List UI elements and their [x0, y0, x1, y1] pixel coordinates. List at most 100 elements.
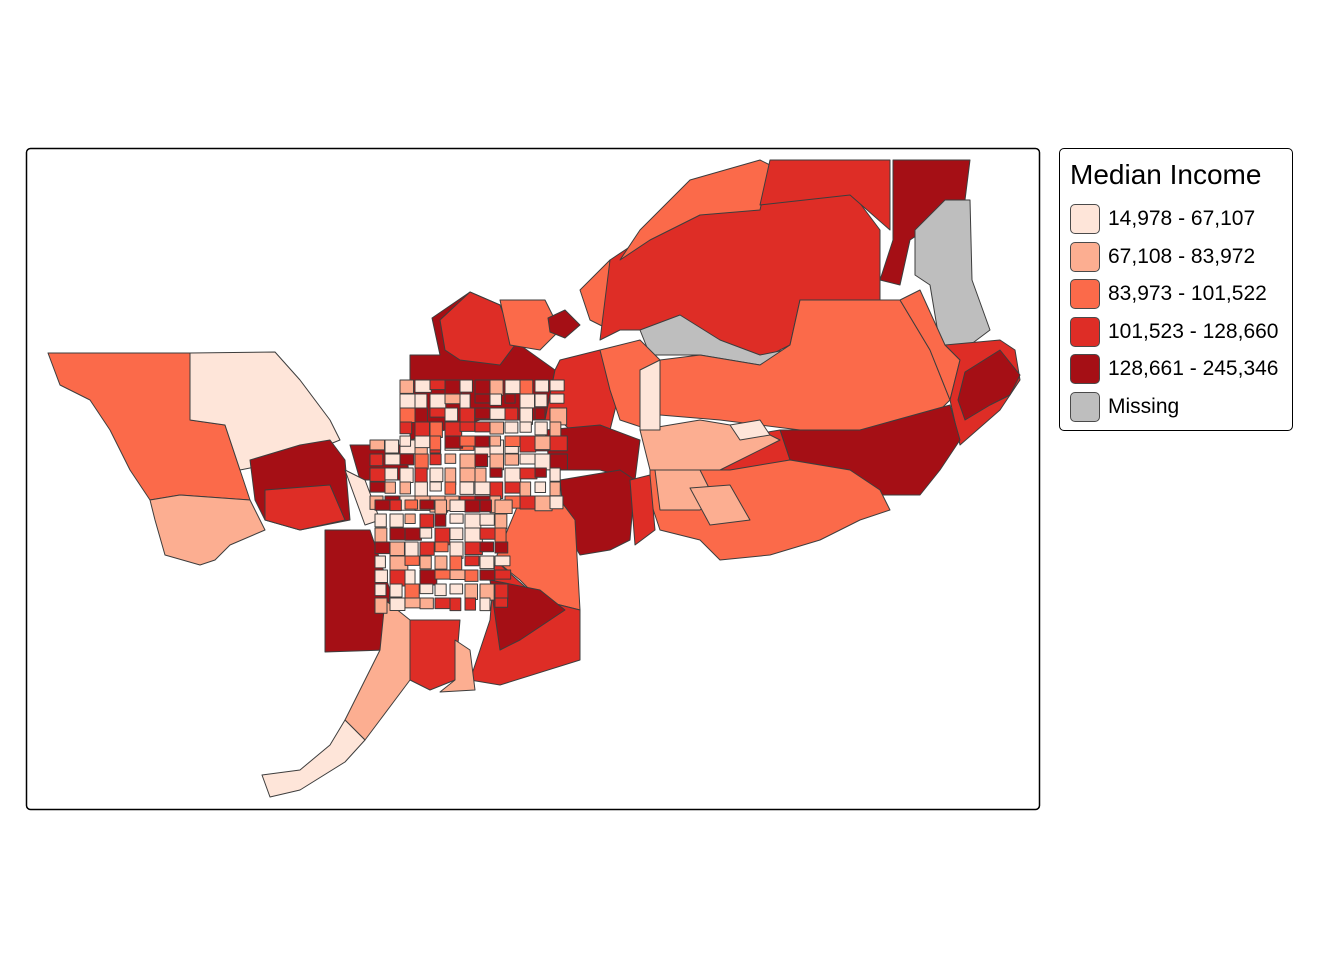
tract-polygon	[409, 619, 461, 691]
tract-polygon	[449, 513, 464, 524]
tract-polygon	[494, 513, 508, 530]
tract-polygon	[549, 393, 565, 404]
tract-polygon	[399, 435, 412, 447]
tract-polygon	[399, 467, 414, 483]
tract-polygon	[374, 513, 387, 528]
tract-polygon	[404, 527, 422, 541]
tract-polygon	[759, 159, 891, 231]
tract-polygon	[389, 499, 402, 512]
legend-item: Missing	[1070, 390, 1179, 424]
tract-polygon	[464, 555, 480, 567]
tract-polygon	[419, 569, 438, 586]
tract-polygon	[547, 309, 581, 339]
tract-polygon	[369, 481, 388, 493]
tract-polygon	[504, 407, 519, 421]
tract-polygon	[519, 435, 537, 453]
tract-polygon	[464, 499, 481, 513]
tract-polygon	[429, 467, 444, 483]
tract-polygon	[449, 555, 463, 571]
tract-polygon	[459, 481, 475, 495]
tract-polygon	[449, 569, 466, 581]
legend-swatch	[1070, 204, 1100, 234]
tract-polygon	[639, 359, 661, 431]
tract-polygon	[419, 527, 433, 539]
legend-item: 83,973 - 101,522	[1070, 277, 1267, 311]
legend-label: Missing	[1108, 395, 1180, 418]
legend-item: 67,108 - 83,972	[1070, 240, 1255, 274]
tract-polygon	[534, 407, 546, 421]
tract-polygon	[444, 481, 457, 495]
tract-polygon	[389, 597, 406, 611]
legend: Median Income 14,978 - 67,107 67,108 - 8…	[1059, 148, 1293, 431]
tract-polygon	[429, 393, 447, 409]
tract-polygon	[464, 583, 478, 601]
tract-polygon	[504, 453, 520, 466]
tract-polygon	[374, 499, 391, 511]
tract-polygon	[404, 569, 416, 587]
legend-swatch	[1070, 317, 1100, 347]
tract-polygon	[449, 527, 464, 541]
tract-polygon	[534, 393, 548, 408]
tract-polygon	[449, 597, 462, 612]
tract-polygon	[489, 379, 504, 396]
tract-polygon	[429, 407, 447, 418]
tract-polygon	[439, 639, 476, 693]
tract-polygon	[429, 453, 442, 466]
tract-polygon	[384, 439, 400, 454]
tract-polygon	[374, 569, 388, 583]
tract-polygon	[419, 541, 435, 556]
tract-polygon	[261, 719, 366, 798]
tract-polygon	[534, 481, 547, 493]
tract-polygon	[957, 349, 1021, 421]
tract-polygon	[549, 495, 564, 510]
tract-polygon	[494, 527, 507, 544]
tract-polygon	[459, 467, 478, 483]
tract-polygon	[459, 407, 476, 424]
tract-polygon	[404, 513, 416, 524]
tract-polygon	[504, 421, 519, 434]
tract-polygon	[549, 421, 562, 437]
tract-polygon	[399, 453, 415, 466]
tract-polygon	[534, 421, 548, 436]
tract-polygon	[494, 597, 509, 608]
tract-polygon	[434, 583, 447, 597]
tract-polygon	[494, 541, 509, 554]
tract-polygon	[429, 379, 447, 391]
tract-polygon	[479, 555, 495, 570]
tract-polygon	[374, 597, 388, 614]
tract-polygon	[499, 299, 561, 351]
tract-polygon	[459, 435, 476, 447]
tract-polygon	[534, 453, 552, 471]
tract-polygon	[444, 421, 463, 438]
tract-polygon	[439, 291, 516, 366]
tract-polygon	[444, 453, 457, 464]
tract-polygon	[519, 495, 537, 510]
tract-polygon	[489, 407, 506, 420]
tract-polygon	[464, 569, 479, 582]
tract-polygon	[459, 453, 476, 469]
tract-polygon	[459, 421, 476, 432]
tract-polygon	[404, 555, 420, 566]
tract-polygon	[399, 481, 412, 495]
tract-polygon	[519, 467, 538, 480]
tract-polygon	[399, 379, 415, 394]
tract-polygon	[384, 481, 396, 494]
tract-polygon	[489, 393, 502, 406]
tract-polygon	[479, 499, 492, 513]
tract-polygon	[419, 555, 432, 570]
tract-polygon	[489, 453, 505, 471]
tract-polygon	[479, 541, 495, 553]
tract-polygon	[434, 513, 447, 527]
tract-polygon	[479, 513, 495, 526]
tract-polygon	[549, 435, 568, 452]
tract-polygon	[389, 541, 405, 557]
tract-polygon	[414, 435, 431, 449]
tract-polygon	[389, 583, 403, 598]
tract-polygon	[444, 407, 459, 422]
tract-polygon	[519, 421, 532, 433]
tract-polygon	[519, 379, 534, 395]
tract-polygon	[729, 419, 771, 441]
tract-polygon	[549, 481, 561, 497]
tract-polygon	[414, 379, 432, 393]
